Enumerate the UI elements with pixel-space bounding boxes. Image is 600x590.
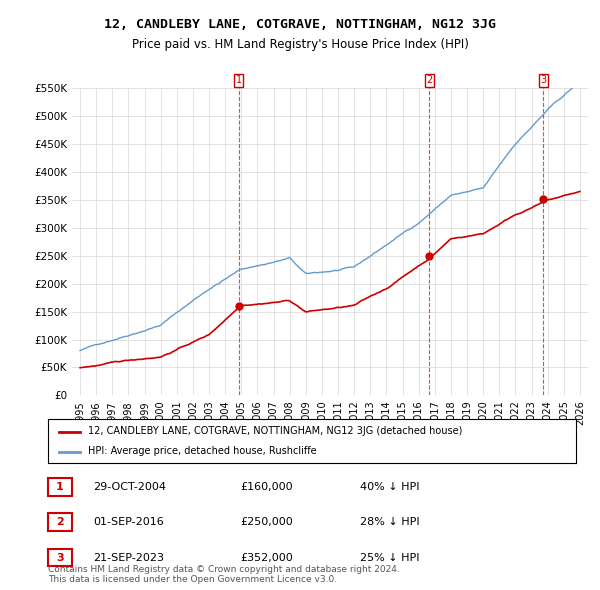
Text: Contains HM Land Registry data © Crown copyright and database right 2024.
This d: Contains HM Land Registry data © Crown c… [48,565,400,584]
Text: Price paid vs. HM Land Registry's House Price Index (HPI): Price paid vs. HM Land Registry's House … [131,38,469,51]
Text: £160,000: £160,000 [240,482,293,491]
Text: 01-SEP-2016: 01-SEP-2016 [93,517,164,527]
Text: 2: 2 [427,76,433,86]
Text: 2: 2 [56,517,64,527]
Text: £250,000: £250,000 [240,517,293,527]
Text: 12, CANDLEBY LANE, COTGRAVE, NOTTINGHAM, NG12 3JG (detached house): 12, CANDLEBY LANE, COTGRAVE, NOTTINGHAM,… [88,427,462,436]
Text: 1: 1 [236,76,242,86]
Text: HPI: Average price, detached house, Rushcliffe: HPI: Average price, detached house, Rush… [88,446,316,456]
Text: 1: 1 [56,482,64,491]
Text: 29-OCT-2004: 29-OCT-2004 [93,482,166,491]
Text: 25% ↓ HPI: 25% ↓ HPI [360,553,419,562]
Text: 40% ↓ HPI: 40% ↓ HPI [360,482,419,491]
Text: 12, CANDLEBY LANE, COTGRAVE, NOTTINGHAM, NG12 3JG: 12, CANDLEBY LANE, COTGRAVE, NOTTINGHAM,… [104,18,496,31]
Text: 21-SEP-2023: 21-SEP-2023 [93,553,164,562]
Text: 3: 3 [540,76,546,86]
Text: 3: 3 [56,553,64,562]
Text: £352,000: £352,000 [240,553,293,562]
Text: 28% ↓ HPI: 28% ↓ HPI [360,517,419,527]
